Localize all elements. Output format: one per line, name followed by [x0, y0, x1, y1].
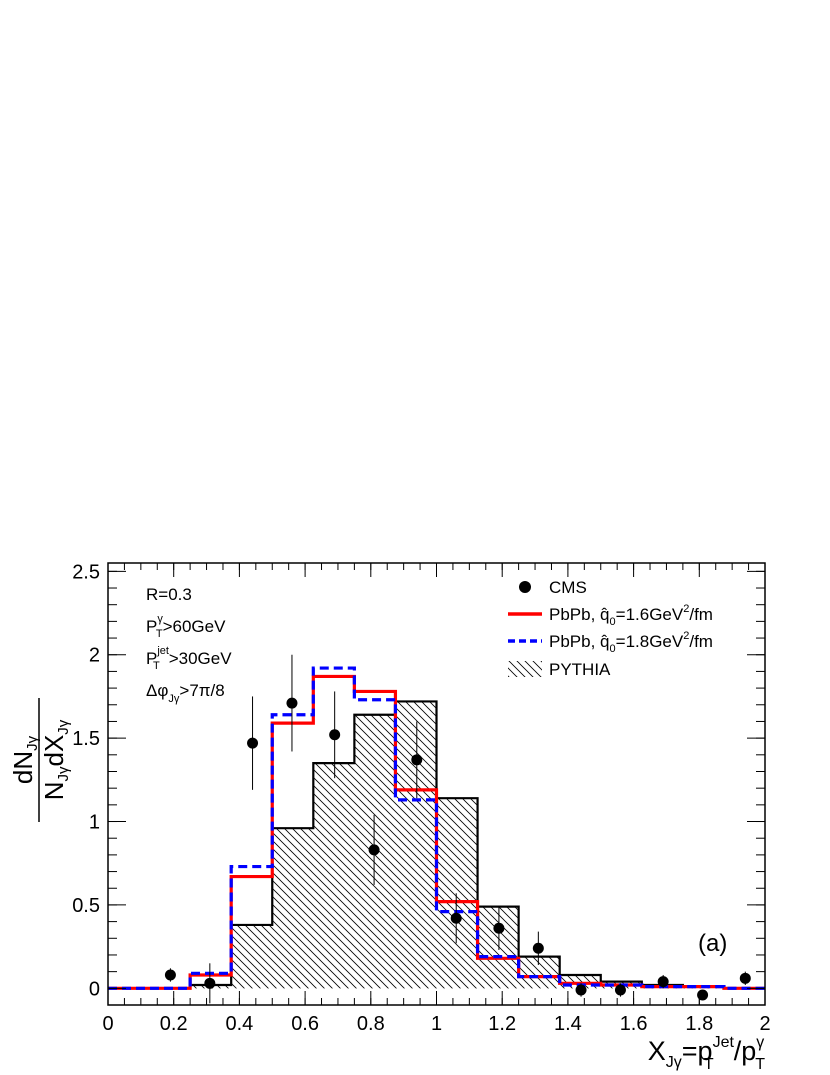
annotation-pt-jet: Pjet T >30GeV	[146, 645, 232, 672]
x-tick-label: 1	[431, 1013, 442, 1035]
x-tick-label: 0.2	[160, 1013, 188, 1035]
legend-pythia-swatch	[508, 661, 542, 677]
cms-point	[532, 942, 544, 954]
legend-pbpb16-label: PbPb, q̂0=1.6GeV2/fm	[549, 603, 713, 628]
cms-points-layer	[164, 654, 751, 1004]
panel-label: (a)	[698, 930, 727, 957]
x-tick-label: 0.8	[357, 1013, 385, 1035]
svg-text:dNJγ: dNJγ	[8, 735, 41, 784]
legend-pbpb18-label: PbPb, q̂0=1.8GeV2/fm	[549, 630, 713, 655]
x-tick-label: 1.8	[685, 1013, 713, 1035]
cms-point	[657, 976, 669, 988]
cms-point	[614, 984, 626, 996]
x-tick-label: 0.4	[225, 1013, 253, 1035]
x-tick-label: 2	[759, 1013, 770, 1035]
cms-point	[697, 989, 709, 1001]
y-ticks: 0 0.5 1 1.5 2 2.5	[72, 561, 765, 1006]
y-tick-label: 1.5	[72, 728, 100, 750]
cms-point	[329, 729, 341, 741]
y-tick-label: 0.5	[72, 895, 100, 917]
series-layer	[108, 666, 765, 990]
y-axis-title: dNJγ NJγdXJγ	[8, 698, 72, 822]
annotation-pt-gamma: Pγ T>60GeV	[146, 613, 226, 640]
legend: CMS PbPb, q̂0=1.6GeV2/fm PbPb, q̂0=1.8Ge…	[508, 578, 713, 679]
x-tick-label: 0	[102, 1013, 113, 1035]
x-tick-label: 1.6	[620, 1013, 648, 1035]
annotation-r: R=0.3	[146, 585, 192, 604]
cms-point	[247, 737, 259, 749]
cms-point	[575, 984, 587, 996]
cms-point	[368, 844, 380, 856]
legend-cms-marker	[519, 581, 531, 593]
annotation-dphi: ΔφJγ>7π/8	[146, 681, 225, 705]
cms-point	[164, 969, 176, 981]
cms-point	[286, 697, 298, 709]
y-tick-label: 1	[89, 812, 100, 834]
cms-point	[204, 977, 216, 989]
y-tick-label: 0	[89, 978, 100, 1000]
y-tick-label: 2.5	[72, 561, 100, 583]
x-tick-label: 1.2	[488, 1013, 516, 1035]
cms-point	[493, 922, 505, 934]
y-tick-label: 2	[89, 645, 100, 667]
x-ticks: 0 0.2 0.4 0.6 0.8 1 1.2 1.4 1.6 1.8 2	[102, 563, 771, 1035]
x-axis-title: XJγ=pJet T/pγ T	[648, 1034, 765, 1073]
cms-point	[739, 972, 751, 984]
x-tick-label: 1.4	[554, 1013, 582, 1035]
x-tick-label: 0.6	[291, 1013, 319, 1035]
cms-point	[450, 912, 462, 924]
legend-cms-label: CMS	[549, 578, 587, 597]
svg-text:NJγdXJγ: NJγdXJγ	[39, 719, 72, 800]
legend-pythia-label: PYTHIA	[549, 660, 611, 679]
cms-point	[411, 754, 423, 766]
